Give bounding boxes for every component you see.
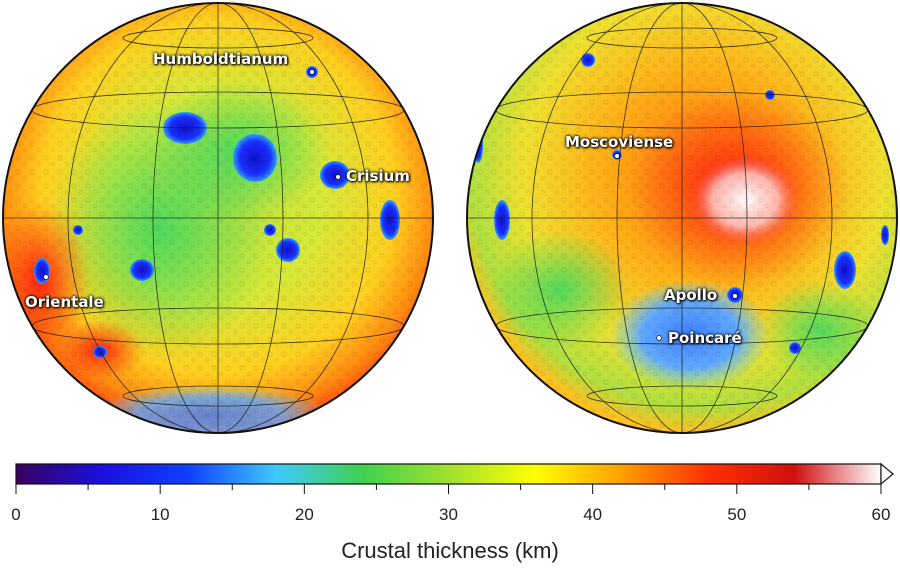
- basin-markers: [43, 69, 738, 341]
- colorbar-tick-label: 40: [583, 505, 603, 524]
- label-humboldtianum: Humboldtianum: [153, 50, 289, 68]
- label-moscoviense: Moscoviense: [565, 133, 674, 151]
- moscoviense-marker: [614, 153, 620, 159]
- colorbar-tick-label: 20: [294, 505, 314, 524]
- crisium-marker: [335, 174, 341, 180]
- orientale-marker: [43, 274, 49, 280]
- apollo-marker: [732, 293, 738, 299]
- nearside-hemisphere: [3, 3, 433, 433]
- colorbar-arrow: [880, 462, 894, 486]
- colorbar: [15, 462, 894, 494]
- crustal-thickness-hemispheres: [2, 2, 898, 434]
- colorbar-ramp: [15, 463, 882, 485]
- humboldtianum-marker: [309, 69, 315, 75]
- colorbar-tick-label: 10: [150, 505, 170, 524]
- colorbar-tick-label: 30: [439, 505, 458, 524]
- label-apollo: Apollo: [664, 286, 718, 304]
- label-poincare: Poincaré: [668, 329, 742, 347]
- colorbar-tick-label: 0: [11, 505, 21, 524]
- colorbar-tick-label: 60: [871, 505, 891, 524]
- label-orientale: Orientale: [25, 293, 104, 311]
- colorbar-tick-label: 50: [727, 505, 747, 524]
- poincare-marker: [656, 335, 662, 341]
- colorbar-title: Crustal thickness (km): [341, 538, 559, 563]
- label-crisium: Crisium: [346, 167, 410, 185]
- farside-hemisphere: [467, 3, 897, 433]
